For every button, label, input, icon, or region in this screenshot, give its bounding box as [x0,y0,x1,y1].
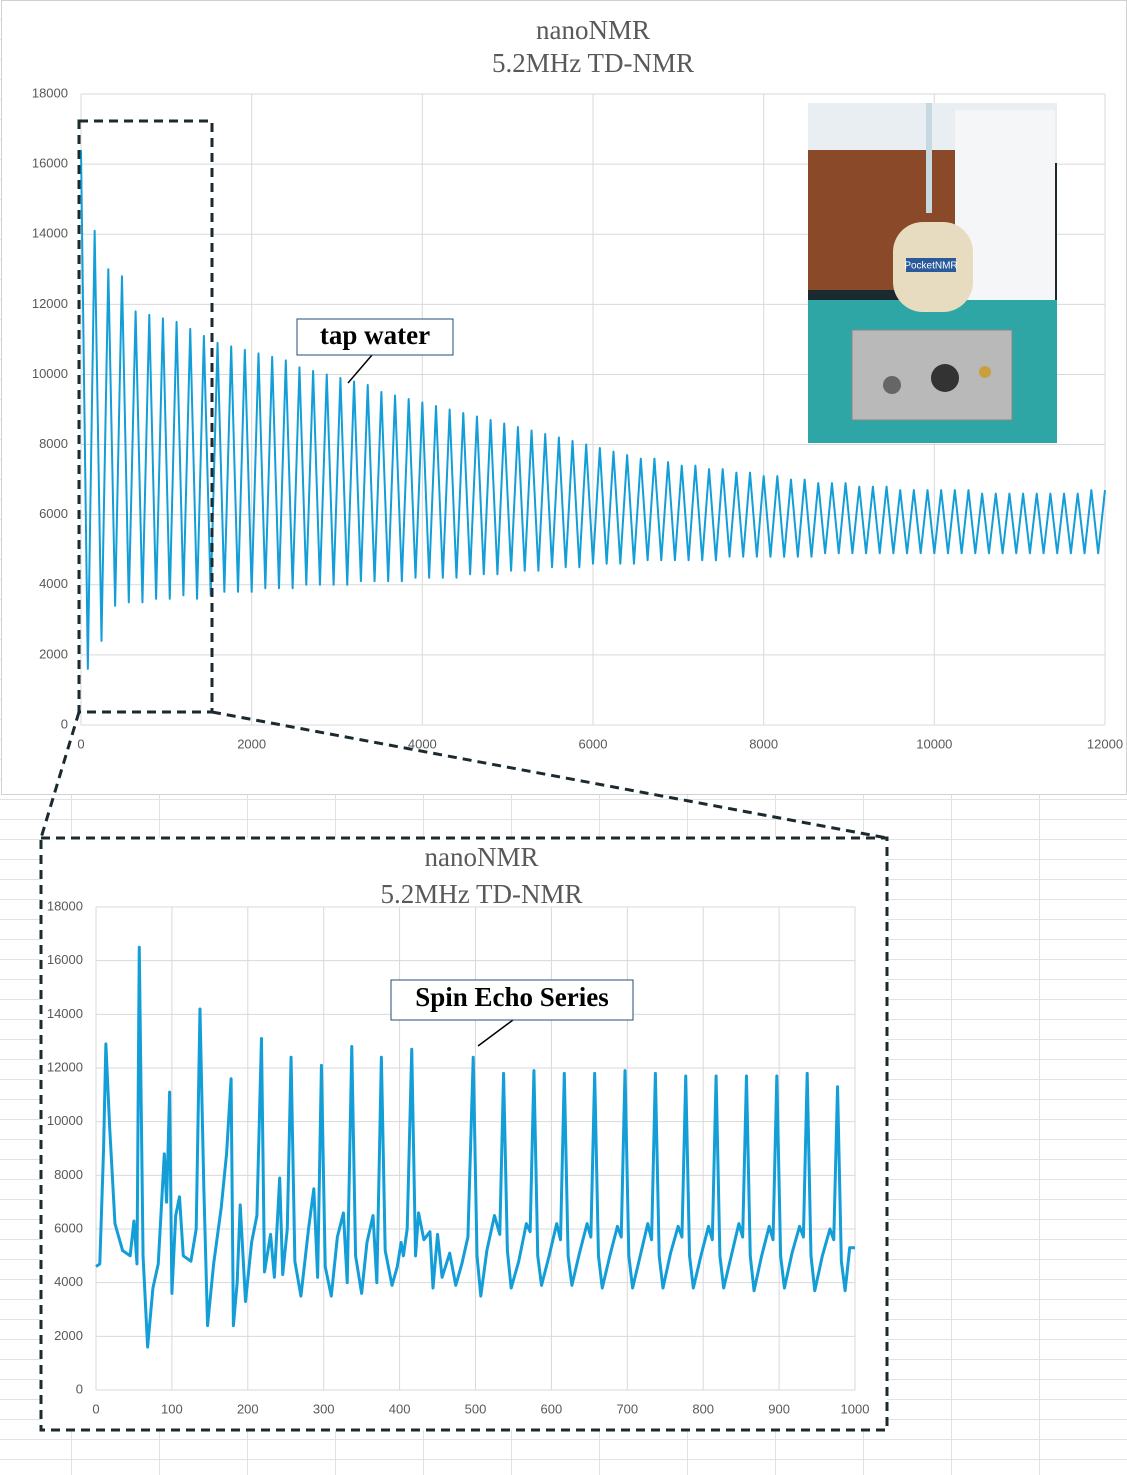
y-tick-label: 8000 [54,1167,83,1182]
photo: PocketNMR [808,103,1057,443]
annotation-box [390,979,634,1021]
photo-knob [883,376,901,394]
x-tick-label: 700 [616,1401,638,1416]
zoom-frame [39,836,889,1432]
y-tick-label: 18000 [47,898,83,913]
x-tick-label: 100 [161,1401,183,1416]
x-tick-label: 10000 [916,736,952,751]
y-tick-label: 6000 [39,506,68,521]
y-tick-label: 0 [76,1381,83,1396]
zoom-line [211,710,888,840]
x-tick-label: 500 [465,1401,487,1416]
photo-connector [979,366,991,378]
x-tick-label: 12000 [1087,736,1123,751]
photo-label: PocketNMR [904,261,957,272]
y-tick-label: 16000 [32,156,68,171]
x-tick-label: 200 [237,1401,259,1416]
chart-subtitle: 5.2MHz TD-NMR [492,48,694,78]
y-tick-label: 10000 [32,366,68,381]
zoom-line [39,711,81,839]
photo-knob [931,364,959,392]
x-tick-label: 300 [313,1401,335,1416]
y-tick-label: 0 [61,716,68,731]
y-tick-label: 14000 [32,226,68,241]
x-tick-label: 2000 [237,736,266,751]
y-tick-label: 2000 [54,1328,83,1343]
y-tick-label: 18000 [32,85,68,100]
chart-title: nanoNMR [425,842,539,872]
y-tick-label: 12000 [47,1059,83,1074]
photo-tube [926,103,932,213]
y-tick-label: 4000 [39,576,68,591]
x-tick-label: 0 [92,1401,99,1416]
zoom-box [77,119,214,714]
y-tick-label: 10000 [47,1113,83,1128]
x-tick-label: 400 [389,1401,411,1416]
annotation-box [296,318,454,356]
y-tick-label: 14000 [47,1006,83,1021]
zoom-lines [39,119,889,1432]
y-tick-label: 4000 [54,1274,83,1289]
x-tick-label: 900 [768,1401,790,1416]
y-tick-label: 2000 [39,646,68,661]
annotation: tap water [320,320,430,350]
y-tick-label: 8000 [39,436,68,451]
y-tick-label: 6000 [54,1220,83,1235]
y-tick-label: 12000 [32,296,68,311]
annotation-leader [347,354,373,384]
data-line [80,150,1106,670]
x-tick-label: 800 [692,1401,714,1416]
x-tick-label: 600 [541,1401,563,1416]
x-tick-label: 0 [77,736,84,751]
y-tick-label: 16000 [47,952,83,967]
x-tick-label: 4000 [408,736,437,751]
x-tick-label: 1000 [841,1401,870,1416]
chart-title: nanoNMR [536,15,650,45]
x-tick-label: 8000 [749,736,778,751]
annotation-leader [477,1019,514,1047]
photo-label-bg [906,258,956,272]
chart-subtitle: 5.2MHz TD-NMR [381,879,583,909]
data-line [95,945,855,1349]
x-tick-label: 6000 [579,736,608,751]
annotation: Spin Echo Series [415,982,609,1012]
